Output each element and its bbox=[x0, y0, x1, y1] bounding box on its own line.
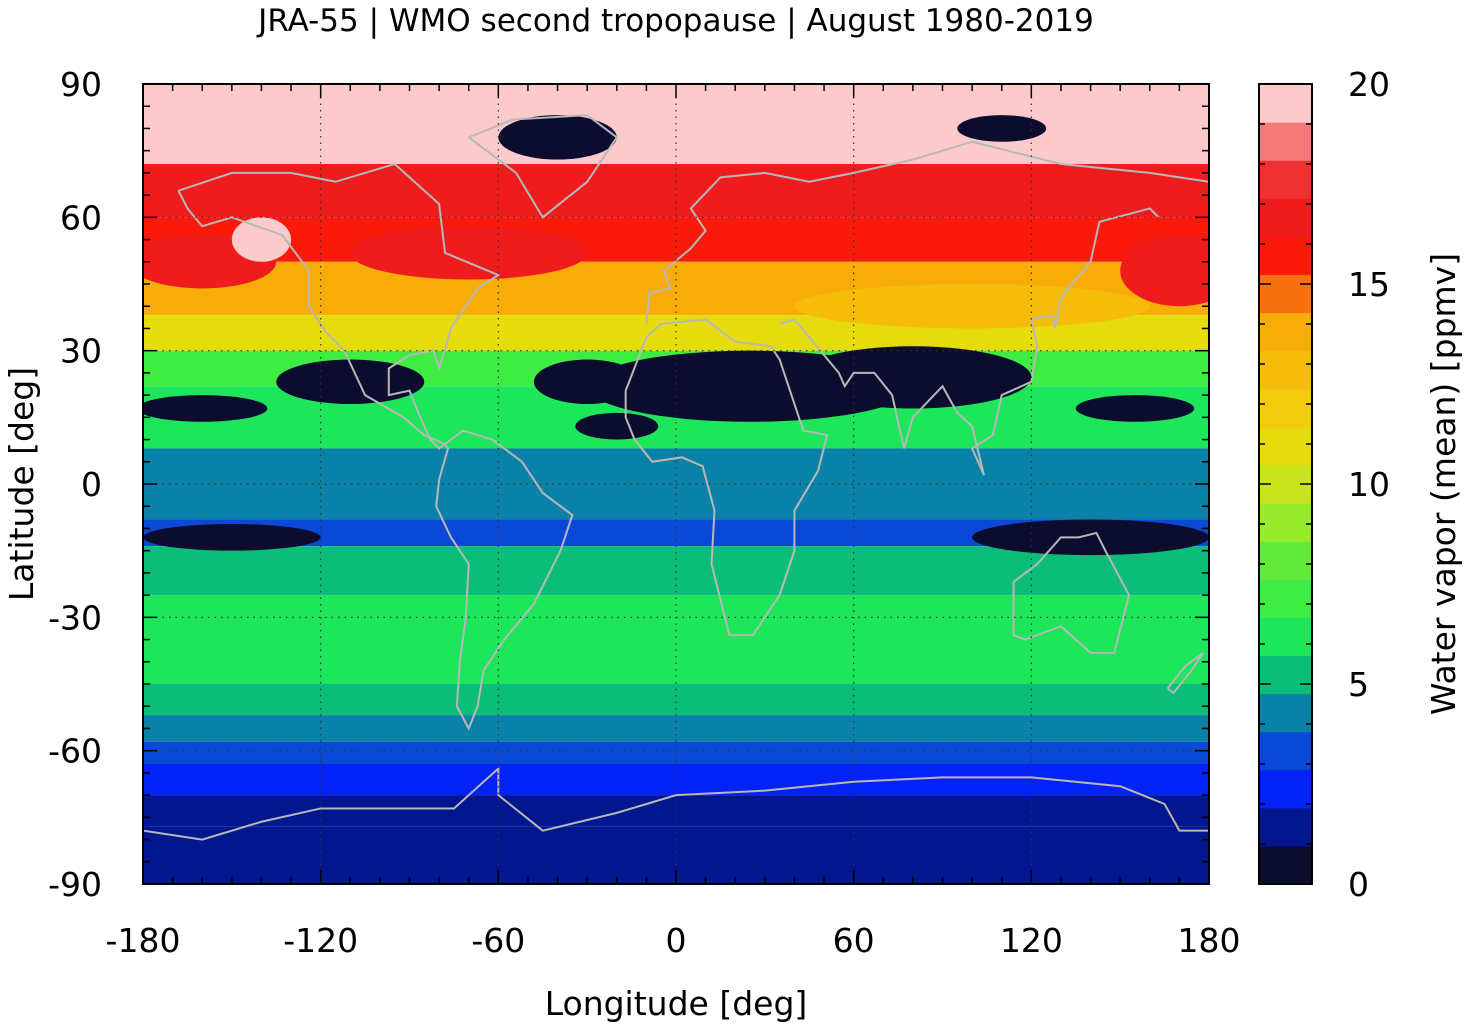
axis-ticks bbox=[142, 83, 1210, 885]
colorbar-swatch bbox=[1259, 122, 1312, 161]
y-tick-label: 0 bbox=[81, 465, 102, 504]
heatmap-band bbox=[143, 741, 1209, 764]
x-tick-label: 180 bbox=[1178, 921, 1241, 960]
coastline bbox=[645, 140, 1209, 325]
colorbar-tick-label: 10 bbox=[1348, 465, 1390, 504]
colorbar-swatch bbox=[1259, 160, 1312, 199]
heatmap-band bbox=[143, 217, 1209, 262]
colorbar-swatch bbox=[1259, 236, 1312, 276]
y-tick-label: -60 bbox=[48, 732, 102, 771]
x-tick-label: 120 bbox=[1000, 921, 1063, 960]
heatmap-band bbox=[143, 546, 1209, 596]
colorbar-swatch bbox=[1259, 312, 1312, 352]
coastline bbox=[624, 318, 829, 637]
colorbar-swatch bbox=[1259, 541, 1312, 580]
colorbar-swatch bbox=[1259, 807, 1312, 847]
heatmap-cell bbox=[794, 284, 1150, 329]
heatmap-cell bbox=[498, 115, 617, 160]
coastline bbox=[143, 766, 1209, 841]
x-axis-label: Longitude [deg] bbox=[545, 984, 808, 1023]
colorbar-tick-label: 5 bbox=[1348, 665, 1369, 704]
x-tick-label: 0 bbox=[666, 921, 687, 960]
colorbar bbox=[1259, 84, 1312, 885]
y-axis-label: Latitude [deg] bbox=[2, 367, 41, 601]
heatmap-cell bbox=[231, 217, 292, 262]
x-tick-label: -180 bbox=[106, 921, 181, 960]
heatmap-cell bbox=[276, 359, 425, 404]
coastline bbox=[1012, 531, 1131, 654]
x-tick-label: 60 bbox=[833, 921, 875, 960]
colorbar-swatch bbox=[1259, 731, 1312, 771]
colorbar-tick-label: 0 bbox=[1348, 865, 1369, 904]
colorbar-swatch bbox=[1259, 655, 1312, 695]
heatmap-band bbox=[143, 164, 1209, 218]
heatmap-band bbox=[143, 595, 1209, 684]
x-tick-label: -120 bbox=[283, 921, 358, 960]
colorbar-swatch bbox=[1259, 617, 1312, 657]
y-tick-labels: 90 60 30 0 -30 -60 -90 bbox=[48, 65, 102, 904]
coastline bbox=[435, 429, 574, 731]
colorbar-tick-labels: 0 5 10 15 20 bbox=[1348, 65, 1390, 904]
coastline bbox=[779, 207, 1160, 476]
heatmap-cell bbox=[1120, 235, 1209, 307]
colorbar-swatch bbox=[1259, 274, 1312, 314]
colorbar-swatch bbox=[1259, 198, 1312, 237]
colorbar-swatch bbox=[1259, 693, 1312, 733]
y-tick-label: -30 bbox=[48, 598, 102, 637]
heatmap-cell bbox=[533, 359, 641, 404]
coastline bbox=[177, 162, 501, 450]
colorbar-swatch bbox=[1259, 388, 1312, 428]
heatmap-cell bbox=[957, 115, 1047, 142]
colorbar-swatch bbox=[1259, 84, 1312, 123]
colorbar-swatch bbox=[1259, 769, 1312, 809]
colorbar-ticks bbox=[1259, 83, 1312, 885]
colorbar-swatch bbox=[1259, 350, 1312, 390]
colorbar-tick-label: 20 bbox=[1348, 65, 1390, 104]
coastlines bbox=[143, 114, 1209, 841]
y-tick-label: -90 bbox=[48, 865, 102, 904]
x-tick-labels: -180 -120 -60 0 60 120 180 bbox=[106, 921, 1241, 960]
heatmap-cell bbox=[350, 226, 588, 280]
gridlines bbox=[143, 84, 1209, 884]
colorbar-swatch bbox=[1259, 503, 1312, 542]
heatmap-cell bbox=[575, 412, 659, 440]
colorbar-swatch bbox=[1259, 579, 1312, 618]
heatmap-cell bbox=[794, 346, 1032, 409]
y-tick-label: 60 bbox=[60, 198, 102, 237]
heatmap-cell bbox=[972, 519, 1209, 556]
colorbar-label: Water vapor (mean) [ppmv] bbox=[1424, 253, 1463, 715]
coastline bbox=[1166, 652, 1204, 695]
coastline bbox=[466, 114, 619, 219]
colorbar-swatch bbox=[1259, 845, 1312, 885]
colorbar-swatch bbox=[1259, 426, 1312, 466]
heatmap-cell bbox=[1075, 395, 1195, 422]
y-tick-label: 90 bbox=[60, 65, 102, 104]
colorbar-tick-label: 15 bbox=[1348, 265, 1390, 304]
heatmap-cell bbox=[143, 524, 321, 551]
heatmap-features bbox=[143, 115, 1209, 556]
x-tick-label: -60 bbox=[471, 921, 525, 960]
heatmap-cell bbox=[143, 395, 268, 422]
y-tick-label: 30 bbox=[60, 332, 102, 371]
chart-title: JRA-55 | WMO second tropopause | August … bbox=[256, 3, 1094, 39]
